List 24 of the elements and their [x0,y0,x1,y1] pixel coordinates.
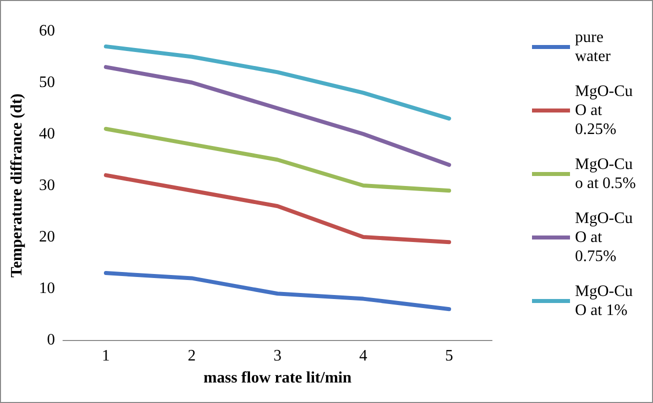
legend-label: MgO-CuO at 0.25% [575,83,633,138]
line-series [104,65,452,167]
line-series [104,271,452,312]
line-series [104,173,452,244]
legend-label: MgO-Cuo at 0.5% [575,156,636,192]
y-tick-label: 40 [39,126,55,142]
y-tick-label: 60 [39,22,55,40]
x-tick-label: 4 [359,348,368,364]
line-series [104,126,452,193]
x-tick-label: 2 [188,348,196,364]
line-series [104,44,452,121]
y-tick-label: 50 [39,74,55,91]
x-tick-label: 5 [445,348,454,364]
legend-label: MgO-CuO at 0.75% [575,210,633,265]
legend-label: MgO-CuO at 1% [575,283,633,319]
legend-label: pure water [575,29,612,65]
y-tick-label: 10 [39,280,55,297]
x-tick-label: 1 [102,348,110,364]
y-tick-label: 20 [39,228,55,246]
y-tick-label: 30 [39,177,55,194]
y-axis-title: Temperature diffrance (dt) [8,94,26,278]
y-tick-label: 0 [47,332,55,348]
x-tick-label: 3 [274,348,282,364]
x-axis-title: mass flow rate lit/min [204,370,352,386]
